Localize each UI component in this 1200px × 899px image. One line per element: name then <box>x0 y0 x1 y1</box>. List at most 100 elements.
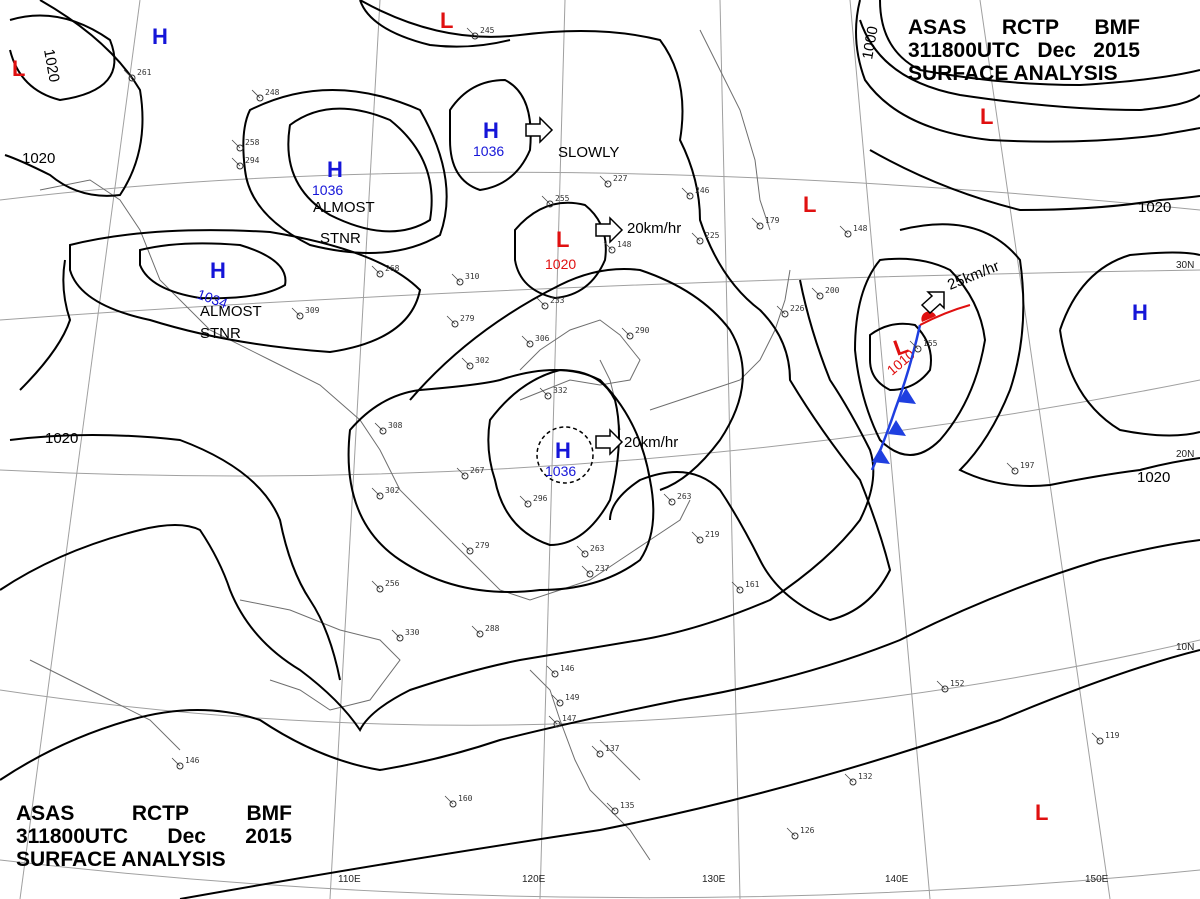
isobar-label: 1020 <box>40 48 63 84</box>
station-plot: 135 <box>606 801 635 815</box>
wind-barb-icon <box>371 265 381 275</box>
header-field: ASAS <box>908 16 967 39</box>
high-center: H 1036 <box>312 157 343 198</box>
station-plot: 227 <box>599 174 628 188</box>
station-pressure: 261 <box>137 68 152 77</box>
header-field: RCTP <box>131 802 190 825</box>
high-center: H 1036 <box>473 118 504 159</box>
station-plot: 248 <box>251 88 280 102</box>
lon-label: 110E <box>338 874 361 885</box>
wind-barb-icon <box>546 665 556 675</box>
stationary-note: STNR <box>200 325 241 342</box>
lat-label: 10N <box>1176 642 1194 653</box>
lon-label: 150E <box>1085 874 1109 885</box>
station-circle-icon <box>626 332 634 340</box>
station-pressure: 152 <box>950 679 965 688</box>
station-pressure: 288 <box>485 624 500 633</box>
arrow-icon <box>525 116 554 144</box>
station-plot: 245 <box>466 26 495 40</box>
low-symbol: L <box>980 104 993 129</box>
chart-header-top-right: ASAS RCTP BMF 311800UTC Dec 2015 SURFACE ANA… <box>908 16 1140 85</box>
station-plot: 330 <box>391 628 420 642</box>
station-plot: 132 <box>844 772 873 786</box>
high-symbol: H <box>327 157 343 182</box>
station-circle-icon <box>466 547 474 555</box>
lon-label: 140E <box>885 874 909 885</box>
station-pressure: 294 <box>245 156 260 165</box>
arrow-icon <box>595 216 624 244</box>
station-plot: 219 <box>691 530 720 544</box>
station-pressure: 302 <box>385 486 400 495</box>
station-pressure: 160 <box>458 794 473 803</box>
high-pressure: 1036 <box>545 463 576 479</box>
movement-label: 20km/hr <box>624 434 678 451</box>
station-pressure: 135 <box>620 801 635 810</box>
station-circle-icon <box>466 362 474 370</box>
station-plots: 261 248 258 294 268 310 309 279 306 302 308 267 302 2… <box>123 26 1120 840</box>
wind-barb-icon <box>371 580 381 590</box>
station-plot: 296 <box>519 494 548 508</box>
station-circle-icon <box>524 500 532 508</box>
station-plot: 279 <box>461 541 490 555</box>
header-field: BMF <box>1094 16 1141 39</box>
station-pressure: 263 <box>677 492 692 501</box>
station-pressure: 149 <box>565 693 580 702</box>
station-circle-icon <box>551 670 559 678</box>
station-plot: 148 <box>603 240 632 254</box>
lat-label: 20N <box>1176 449 1194 460</box>
lat-label: 30N <box>1176 260 1194 271</box>
station-circle-icon <box>296 312 304 320</box>
station-pressure: 197 <box>1020 461 1035 470</box>
wind-barb-icon <box>681 187 691 197</box>
station-circle-icon <box>941 685 949 693</box>
arrow-icon <box>595 428 624 456</box>
station-plot: 137 <box>591 744 620 758</box>
station-plot: 119 <box>1091 731 1120 745</box>
station-circle-icon <box>379 427 387 435</box>
station-pressure: 310 <box>465 272 480 281</box>
station-circle-icon <box>376 585 384 593</box>
wind-barb-icon <box>446 315 456 325</box>
station-pressure: 146 <box>560 664 575 673</box>
high-pressure: 1036 <box>312 182 343 198</box>
station-circle-icon <box>476 630 484 638</box>
wind-barb-icon <box>844 773 854 783</box>
station-pressure: 219 <box>705 530 720 539</box>
wind-barb-icon <box>936 680 946 690</box>
station-plot: 197 <box>1006 461 1035 475</box>
wind-barb-icon <box>811 287 821 297</box>
wind-barb-icon <box>231 157 241 167</box>
station-pressure: 245 <box>480 26 495 35</box>
station-circle-icon <box>696 536 704 544</box>
station-plot: 225 <box>691 231 720 245</box>
station-plot: 306 <box>521 334 550 348</box>
station-circle-icon <box>596 750 604 758</box>
station-plot: 160 <box>444 794 473 808</box>
station-pressure: 148 <box>617 240 632 249</box>
header-field: 2015 <box>245 825 292 848</box>
wind-barb-icon <box>539 387 549 397</box>
header-field: ASAS <box>16 802 75 825</box>
station-pressure: 179 <box>765 216 780 225</box>
station-plot: 161 <box>731 580 760 594</box>
station-pressure: 233 <box>550 296 565 305</box>
high-symbol: H <box>483 118 499 143</box>
station-pressure: 263 <box>590 544 605 553</box>
lon-label: 130E <box>702 874 726 885</box>
stationary-notes: ALMOST STNR ALMOST STNR <box>200 199 375 342</box>
station-circle-icon <box>781 310 789 318</box>
station-plot: 332 <box>539 386 568 400</box>
movement-label: SLOWLY <box>558 144 619 161</box>
wind-barb-icon <box>621 327 631 337</box>
station-pressure: 306 <box>535 334 550 343</box>
movement-arrows <box>525 116 945 456</box>
high-symbol: H <box>210 258 226 283</box>
wind-barb-icon <box>471 625 481 635</box>
fronts <box>870 304 971 471</box>
station-plot: 255 <box>541 194 570 208</box>
stationary-note: STNR <box>320 230 361 247</box>
wind-barb-icon <box>599 175 609 185</box>
chart-header-bottom-left: ASAS RCTP BMF 311800UTC Dec 2015 SURFACE ANA… <box>16 802 292 871</box>
station-plot: 310 <box>451 272 480 286</box>
